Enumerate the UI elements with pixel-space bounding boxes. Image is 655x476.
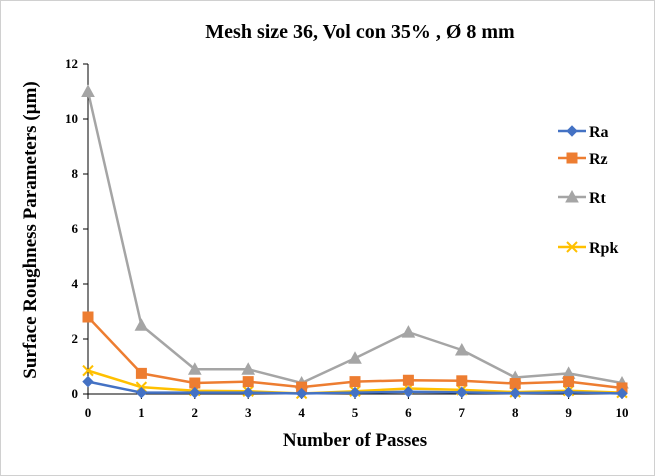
- x-tick-label: 6: [405, 405, 412, 420]
- data-point-rz: [349, 376, 361, 388]
- x-tick-label: 7: [459, 405, 466, 420]
- legend-label-rz: Rz: [589, 151, 608, 168]
- x-tick-label: 1: [138, 405, 145, 420]
- data-point-ra: [616, 387, 628, 400]
- legend: Ra Rz Rt Rpk: [558, 124, 618, 257]
- legend-item-rpk: Rpk: [558, 240, 618, 257]
- legend-marker-ra: [566, 125, 578, 137]
- x-tick-label: 8: [512, 405, 519, 420]
- x-tick-label: 3: [245, 405, 252, 420]
- data-point-rz: [456, 375, 468, 387]
- legend-label-rt: Rt: [589, 190, 607, 207]
- data-point-rz: [563, 376, 575, 388]
- data-point-rt: [401, 325, 416, 338]
- data-point-ra: [509, 387, 521, 399]
- data-point-ra: [402, 386, 415, 398]
- legend-marker-rz: [566, 152, 578, 164]
- x-tick-label: 9: [565, 405, 572, 420]
- y-tick-label: 10: [65, 111, 78, 126]
- series-rt: [81, 84, 629, 389]
- data-point-rz: [135, 367, 147, 379]
- y-tick-label: 2: [72, 331, 79, 346]
- data-point-ra: [189, 386, 201, 399]
- data-point-rt: [454, 342, 469, 356]
- legend-marker-rpk: [566, 241, 578, 253]
- data-point-ra: [82, 375, 94, 388]
- y-axis-label: Surface Roughness Parameters (µm): [20, 81, 41, 378]
- y-tick-label: 0: [72, 386, 79, 401]
- y-tick-label: 12: [65, 56, 78, 71]
- x-tick-label: 10: [616, 405, 629, 420]
- data-point-rt: [81, 84, 95, 97]
- x-tick-label: 2: [192, 405, 199, 420]
- x-tick-label: 5: [352, 405, 359, 420]
- series-line-rt: [86, 91, 623, 385]
- data-point-rpk: [82, 364, 94, 377]
- x-tick-label: 4: [298, 405, 305, 420]
- x-axis-label: Number of Passes: [283, 430, 427, 451]
- data-point-rt: [187, 362, 202, 375]
- legend-label-ra: Ra: [589, 124, 609, 141]
- data-point-rz: [82, 311, 94, 323]
- data-point-ra: [295, 387, 308, 400]
- data-point-rz: [242, 376, 254, 388]
- data-point-ra: [562, 386, 575, 399]
- data-point-ra: [349, 386, 361, 399]
- y-tick-label: 6: [72, 221, 79, 236]
- x-tick-label: 0: [85, 405, 92, 420]
- legend-item-ra: Ra: [558, 124, 609, 141]
- legend-label-rpk: Rpk: [589, 240, 618, 257]
- data-point-rt: [134, 318, 149, 331]
- data-point-ra: [242, 386, 254, 399]
- data-point-rz: [402, 374, 414, 386]
- legend-item-rt: Rt: [558, 189, 607, 207]
- data-point-rz: [189, 377, 201, 389]
- legend-marker-rt: [565, 189, 579, 203]
- y-tick-label: 4: [72, 276, 79, 291]
- legend-item-rz: Rz: [558, 151, 608, 168]
- data-point-rt: [348, 351, 362, 364]
- y-tick-label: 8: [72, 166, 79, 181]
- chart-title: Mesh size 36, Vol con 35% , Ø 8 mm: [205, 21, 515, 43]
- data-point-ra: [135, 386, 148, 399]
- data-point-rz: [509, 378, 521, 390]
- series-ra: [82, 375, 628, 400]
- data-point-rt: [241, 362, 256, 375]
- data-point-ra: [456, 386, 468, 399]
